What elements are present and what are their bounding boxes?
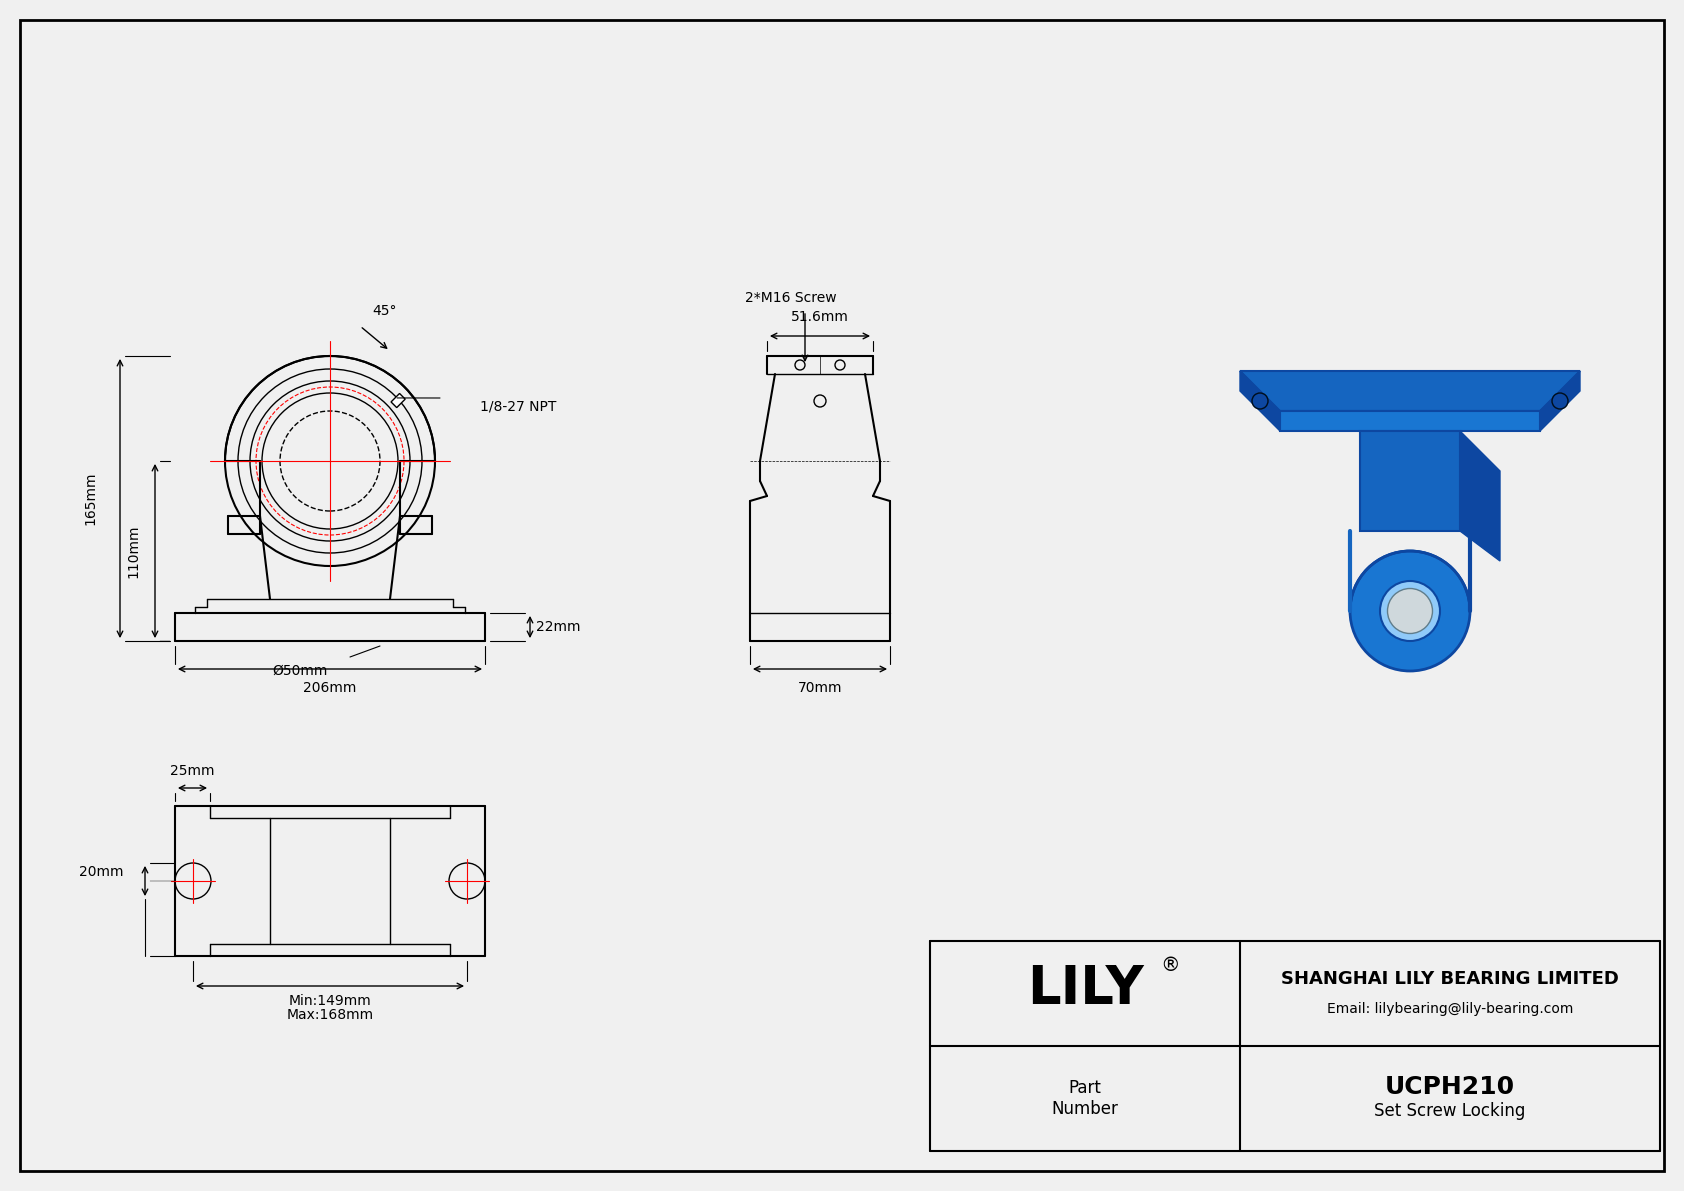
Polygon shape (1239, 372, 1580, 411)
Polygon shape (1239, 372, 1280, 431)
Polygon shape (1280, 411, 1539, 431)
Text: 1/8-27 NPT: 1/8-27 NPT (480, 399, 556, 413)
Polygon shape (1539, 372, 1580, 431)
Text: Set Screw Locking: Set Screw Locking (1374, 1102, 1526, 1120)
Ellipse shape (1379, 581, 1440, 641)
Text: ®: ® (1160, 956, 1180, 975)
Text: 25mm: 25mm (170, 763, 216, 778)
Text: 22mm: 22mm (536, 621, 581, 634)
Circle shape (1553, 393, 1568, 409)
Text: 110mm: 110mm (126, 524, 140, 578)
Text: 206mm: 206mm (303, 681, 357, 696)
Polygon shape (1460, 431, 1500, 561)
Text: LILY: LILY (1027, 962, 1143, 1015)
Text: 51.6mm: 51.6mm (791, 310, 849, 324)
Text: 165mm: 165mm (83, 472, 98, 525)
Polygon shape (1361, 431, 1460, 531)
Text: 70mm: 70mm (798, 681, 842, 696)
Text: Min:149mm: Min:149mm (288, 994, 372, 1008)
Text: UCPH210: UCPH210 (1384, 1074, 1516, 1098)
Ellipse shape (1351, 551, 1470, 671)
Text: 20mm: 20mm (79, 865, 123, 879)
Text: SHANGHAI LILY BEARING LIMITED: SHANGHAI LILY BEARING LIMITED (1282, 969, 1618, 987)
Ellipse shape (1388, 588, 1433, 634)
Text: Ø50mm: Ø50mm (273, 665, 328, 678)
Text: Max:168mm: Max:168mm (286, 1008, 374, 1022)
Text: Part
Number: Part Number (1051, 1079, 1118, 1118)
Text: 2*M16 Screw: 2*M16 Screw (744, 291, 837, 305)
Circle shape (1251, 393, 1268, 409)
Text: 45°: 45° (372, 304, 397, 318)
Text: Email: lilybearing@lily-bearing.com: Email: lilybearing@lily-bearing.com (1327, 1002, 1573, 1016)
Bar (391, 393, 406, 407)
